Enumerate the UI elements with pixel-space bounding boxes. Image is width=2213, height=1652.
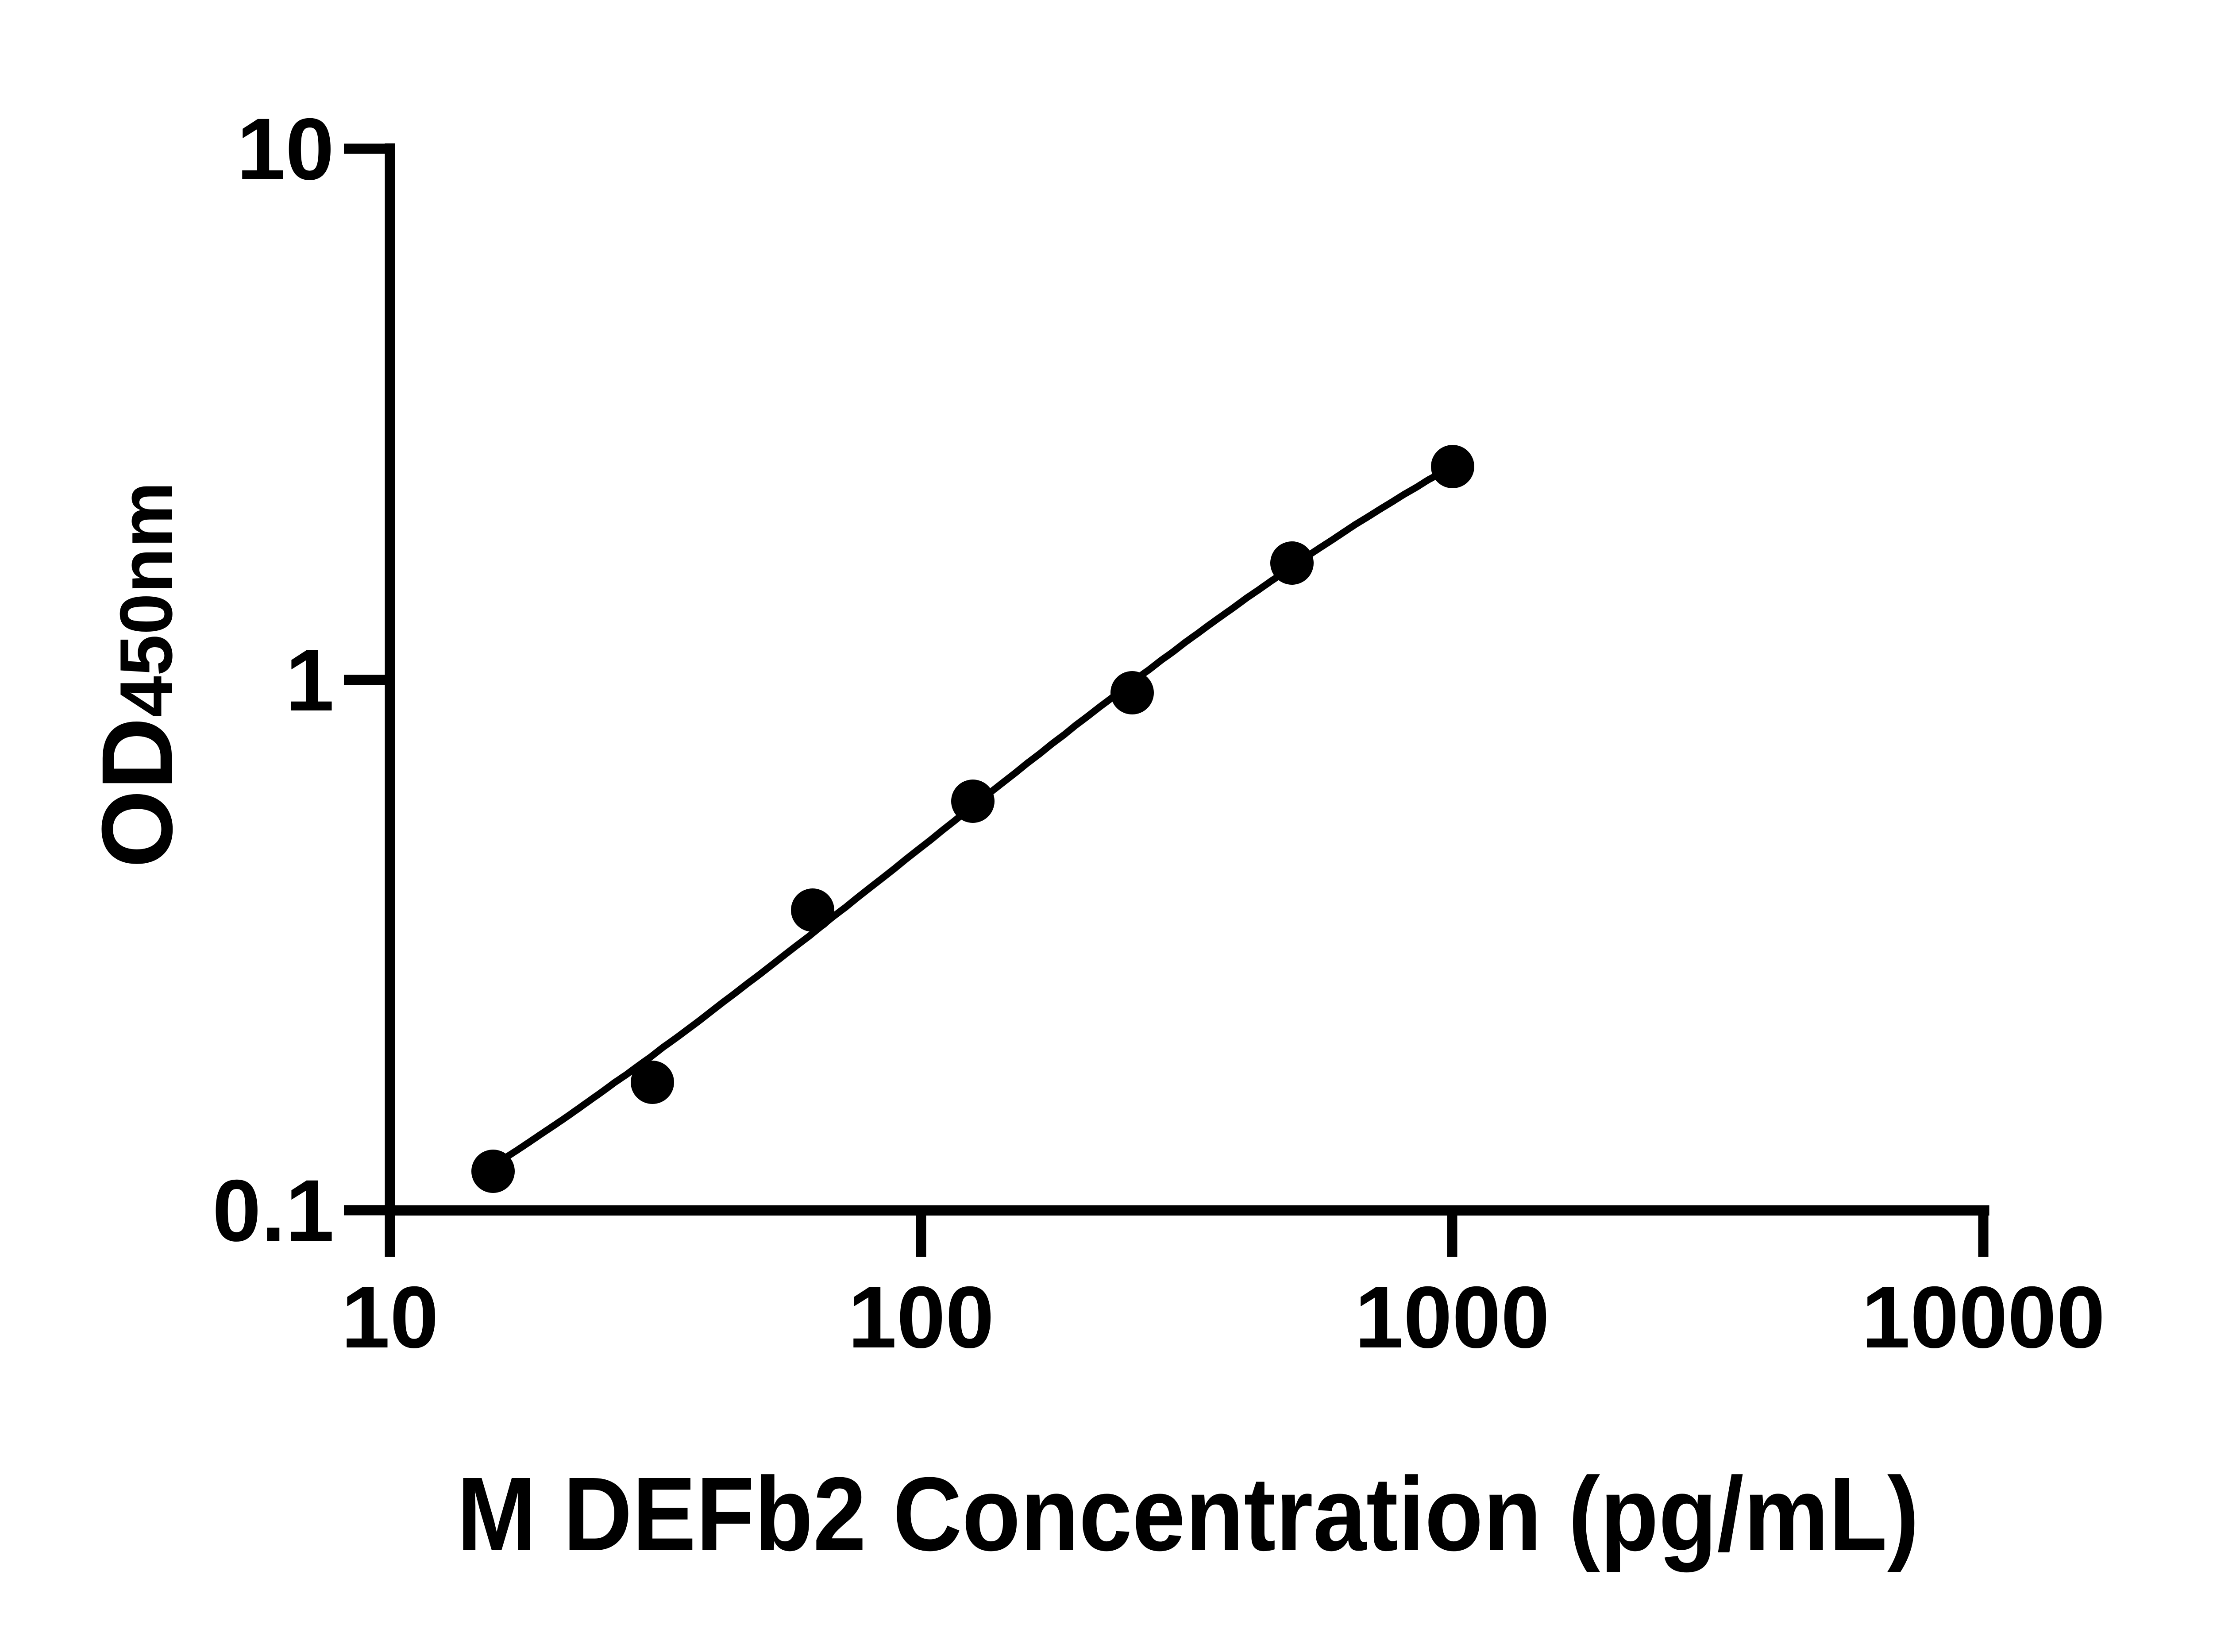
- svg-text:1000: 1000: [1355, 1268, 1550, 1366]
- svg-text:1: 1: [285, 631, 334, 729]
- svg-text:10: 10: [237, 100, 334, 198]
- svg-text:100: 100: [848, 1268, 994, 1366]
- svg-text:0.1: 0.1: [212, 1162, 334, 1259]
- svg-text:10: 10: [341, 1268, 439, 1366]
- svg-text:10000: 10000: [1862, 1268, 2105, 1366]
- svg-text:OD450nm: OD450nm: [81, 482, 193, 868]
- svg-text:M DEFb2 Concentration (pg/mL): M DEFb2 Concentration (pg/mL): [457, 1455, 1919, 1573]
